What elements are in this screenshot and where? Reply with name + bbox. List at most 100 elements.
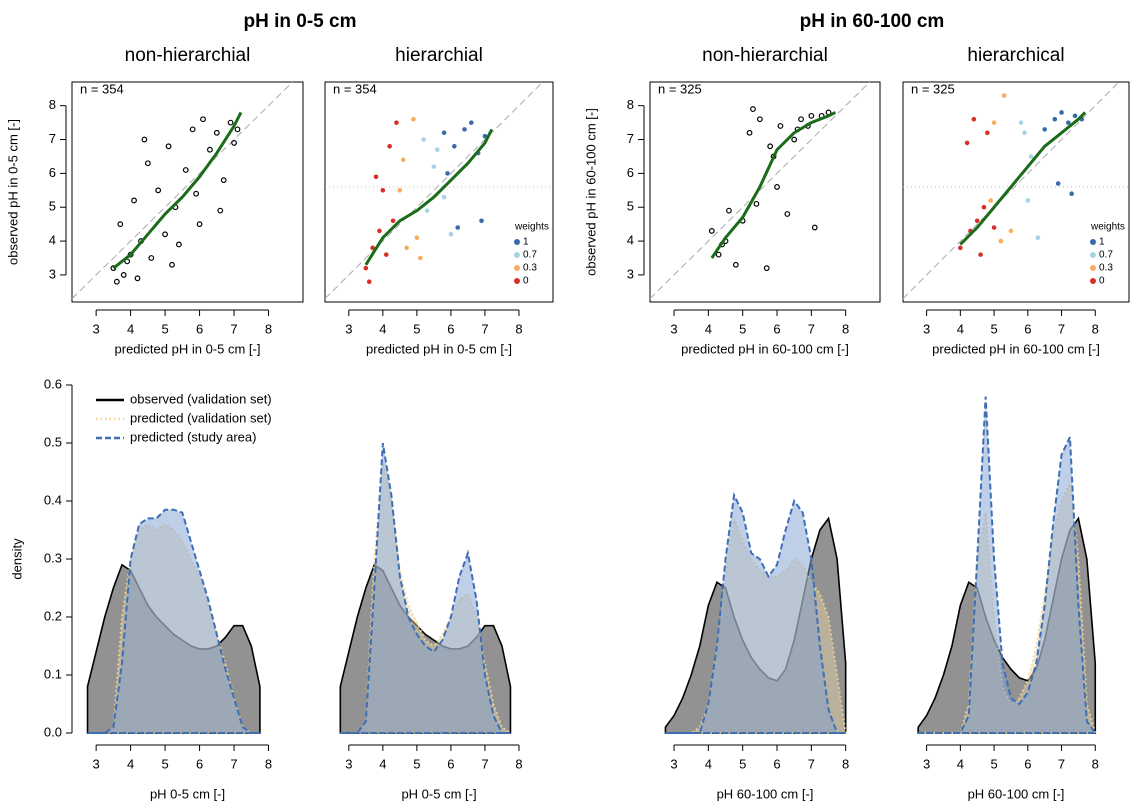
x-tick-label: 3 [670,756,677,771]
y-axis-label: observed pH in 0-5 cm [-] [5,119,20,265]
point [193,190,200,197]
point [1042,127,1047,132]
x-tick-label: 7 [808,756,815,771]
x-tick-label: 4 [127,321,134,336]
point [469,120,474,125]
density-area [665,491,846,734]
x-tick-label: 5 [739,321,746,336]
point [155,187,162,194]
point [141,136,148,143]
point [134,275,141,282]
point [165,143,172,150]
point [431,164,437,169]
point [424,208,430,213]
x-tick-label: 7 [808,321,815,336]
x-tick-label: 3 [923,756,930,771]
y-tick-label: 8 [49,97,56,112]
point [791,136,798,143]
fit-line [364,128,494,266]
point [377,228,382,234]
point [726,207,732,214]
x-tick-label: 7 [481,321,488,336]
density-area [340,442,511,734]
point [985,130,990,136]
x-tick-label: 5 [161,321,168,336]
x-tick-label: 3 [93,321,100,336]
x-tick-label: 7 [230,321,237,336]
x-tick-label: 4 [379,321,386,336]
point [777,123,784,129]
point [767,143,774,150]
x-tick-label: 4 [379,756,386,771]
point [434,147,440,152]
point [1001,93,1007,98]
fit-line [959,111,1087,246]
point [400,157,406,163]
legend-label: observed (validation set) [130,391,272,406]
y-axis-label: density [9,538,24,580]
point [811,224,818,231]
point [974,218,980,224]
x-tick-label: 3 [923,321,930,336]
legend-marker [1090,239,1096,245]
y-tick-label: 3 [49,266,56,281]
point [1055,181,1061,186]
x-tick-label: 5 [413,321,420,336]
y-tick-label: 4 [627,233,634,248]
plot-frame [71,81,304,303]
point [441,194,447,200]
legend-marker [514,239,520,245]
point [763,265,770,272]
density-area [918,396,1098,734]
one-to-one-line [902,81,1120,299]
y-tick-label: 0.6 [44,376,62,391]
point [411,116,416,122]
point [404,245,409,251]
legend-marker [1090,265,1096,271]
sample-size: n = 354 [333,81,377,96]
y-tick-label: 8 [627,97,634,112]
point [182,167,189,173]
legend-label: 0 [1099,276,1105,287]
point [971,116,977,122]
x-tick-label: 5 [161,756,168,771]
legend-label: 1 [1099,237,1105,248]
point [448,232,454,237]
point [1052,116,1058,122]
x-tick-label: 7 [230,756,237,771]
point [452,144,457,149]
point [213,129,220,136]
point [991,120,997,125]
point [756,116,763,123]
x-axis-label: pH 0-5 cm [-] [150,786,225,801]
point [207,146,213,153]
x-tick-label: 3 [345,321,352,336]
x-tick-label: 4 [705,321,712,336]
y-tick-label: 5 [627,199,634,214]
y-tick-label: 0.3 [44,550,62,565]
point [479,218,484,224]
legend-title: weights [514,222,549,233]
x-tick-label: 8 [515,321,522,336]
x-tick-label: 6 [196,756,203,771]
x-axis-label: predicted pH in 0-5 cm [-] [115,341,261,356]
x-axis-label: pH 0-5 cm [-] [401,786,476,801]
point [200,116,206,123]
y-tick-label: 0.0 [44,724,62,739]
legend-label: predicted (validation set) [130,410,272,425]
legend-label: 0.3 [1099,263,1113,274]
point [715,251,722,258]
point [1018,120,1024,125]
point [1022,130,1027,136]
point [991,225,997,230]
one-to-one-line [71,81,294,299]
point [227,119,234,126]
y-tick-label: 0.2 [44,608,62,623]
x-tick-label: 4 [957,321,964,336]
x-axis-label: pH 60-100 cm [-] [717,786,814,801]
point [387,144,392,149]
point [1035,235,1041,240]
x-tick-label: 8 [1092,321,1099,336]
x-tick-label: 6 [447,756,454,771]
